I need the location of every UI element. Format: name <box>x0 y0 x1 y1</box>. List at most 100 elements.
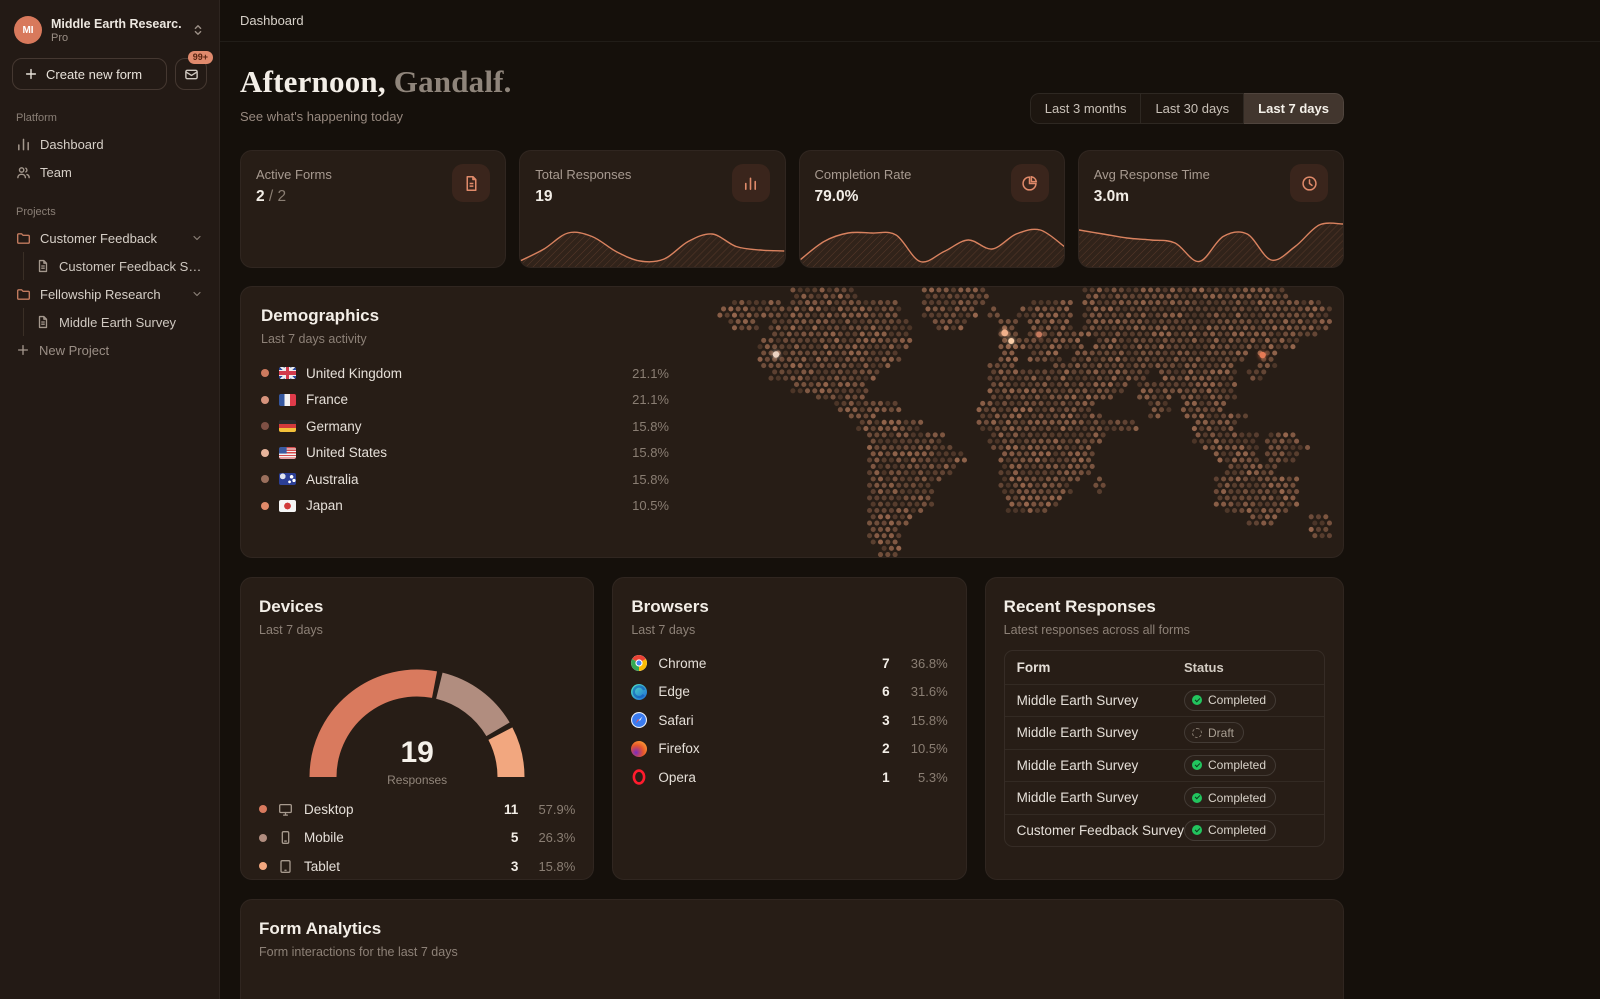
devices-gauge-chart: 19 Responses <box>302 659 532 787</box>
folder-icon <box>16 287 31 302</box>
sidebar-item-team[interactable]: Team <box>10 158 209 186</box>
devices-subtitle: Last 7 days <box>259 623 323 637</box>
country-row: Germany 15.8% <box>261 413 669 440</box>
chrome-icon <box>631 655 648 672</box>
opera-icon <box>631 769 647 785</box>
folder-icon <box>16 231 31 246</box>
form-name: Middle Earth Survey <box>59 314 177 330</box>
sidebar: MI Middle Earth Researc... Pro Create ne… <box>0 0 220 999</box>
range-button-last-30-days[interactable]: Last 30 days <box>1141 93 1245 124</box>
country-list: United Kingdom 21.1% France 21.1% Germany 1… <box>261 360 669 519</box>
sidebar-item-dashboard[interactable]: Dashboard <box>10 130 209 158</box>
australia-flag-icon <box>279 473 296 486</box>
recent-responses-card: Recent Responses Latest responses across… <box>984 577 1344 880</box>
sparkline-chart <box>1078 222 1343 267</box>
demographics-card: Demographics Last 7 days activity United… <box>240 286 1344 558</box>
new-project-button[interactable]: New Project <box>10 336 209 364</box>
gauge-caption: Responses <box>387 773 448 787</box>
new-project-label: New Project <box>39 342 110 358</box>
series-dot <box>261 422 269 431</box>
stat-label: Completion Rate <box>814 167 912 182</box>
range-button-last-3-months[interactable]: Last 3 months <box>1029 93 1142 124</box>
notification-badge: 99+ <box>187 51 213 64</box>
japan-flag-icon <box>279 499 296 512</box>
stat-card-completion-rate: Completion Rate 79.0% <box>798 150 1065 268</box>
date-range-selector: Last 3 months Last 30 days Last 7 days <box>1029 93 1344 124</box>
project-name: Fellowship Research <box>40 286 161 302</box>
usa-flag-icon <box>279 446 296 459</box>
stat-label: Total Responses <box>535 167 632 182</box>
country-row: Australia 15.8% <box>261 466 669 493</box>
users-icon <box>16 165 31 180</box>
browsers-title: Browsers <box>631 597 709 616</box>
country-row: France 21.1% <box>261 387 669 414</box>
demographics-subtitle: Last 7 days activity <box>261 332 367 346</box>
table-row[interactable]: Middle Earth Survey Completed <box>1004 748 1324 782</box>
status-badge: Completed <box>1184 819 1277 841</box>
sidebar-project-fellowship-research[interactable]: Fellowship Research <box>10 280 209 308</box>
chevron-down-icon[interactable] <box>191 232 203 244</box>
series-dot <box>261 369 269 378</box>
devices-title: Devices <box>259 597 324 616</box>
mail-icon <box>184 67 199 82</box>
country-row: Japan 10.5% <box>261 493 669 520</box>
device-row: Mobile 5 26.3% <box>259 824 575 853</box>
form-name: Customer Feedback Su... <box>59 258 203 274</box>
table-row[interactable]: Customer Feedback Survey Completed <box>1004 813 1324 847</box>
range-button-last-7-days[interactable]: Last 7 days <box>1244 93 1344 124</box>
status-badge: Completed <box>1184 787 1277 809</box>
stat-card-avg-response-time: Avg Response Time 3.0m <box>1077 150 1344 268</box>
browser-row: Firefox 2 10.5% <box>631 735 948 764</box>
page-title: Dashboard <box>240 13 304 28</box>
plus-icon <box>24 67 38 81</box>
projects-section-label: Projects <box>16 206 56 218</box>
status-badge: Draft <box>1184 722 1245 744</box>
topbar: Dashboard <box>220 0 1600 42</box>
project-name: Customer Feedback <box>40 230 158 246</box>
series-dot <box>261 395 269 404</box>
table-row[interactable]: Middle Earth Survey Completed <box>1004 683 1324 717</box>
workspace-switcher[interactable]: MI Middle Earth Researc... Pro <box>10 12 209 54</box>
browsers-subtitle: Last 7 days <box>631 623 696 637</box>
table-row[interactable]: Middle Earth Survey Draft <box>1004 716 1324 749</box>
devices-card: Devices Last 7 days 19 Responses <box>240 577 595 881</box>
sparkline-chart <box>520 231 785 267</box>
browser-row: Chrome 7 36.8% <box>631 649 948 678</box>
stat-label: Avg Response Time <box>1093 167 1210 182</box>
status-dot-icon <box>1192 695 1202 706</box>
create-new-form-label: Create new form <box>46 66 143 82</box>
sidebar-project-customer-feedback[interactable]: Customer Feedback <box>10 224 209 252</box>
browser-row: Edge 6 31.6% <box>631 678 948 707</box>
status-badge: Completed <box>1184 754 1277 776</box>
stat-value: 2 <box>256 188 265 205</box>
browsers-card: Browsers Last 7 days Chrome 7 36.8% Edge <box>612 577 967 880</box>
series-dot <box>259 833 267 842</box>
stat-value-suffix: / 2 <box>264 188 287 205</box>
inbox-button[interactable]: 99+ <box>175 51 213 90</box>
create-new-form-button[interactable]: Create new form <box>12 58 167 90</box>
browser-list: Chrome 7 36.8% Edge 6 31.6% Safari <box>631 649 948 792</box>
demographics-title: Demographics <box>261 306 380 325</box>
country-row: United Kingdom 21.1% <box>261 360 669 387</box>
form-analytics-title: Form Analytics <box>259 919 382 938</box>
world-dot-map <box>695 287 1343 557</box>
sidebar-form-middle-earth-survey[interactable]: Middle Earth Survey <box>30 308 209 336</box>
file-icon <box>452 164 491 202</box>
workspace-avatar: MI <box>14 16 42 44</box>
greeting-username: Gandalf. <box>393 64 512 99</box>
sidebar-item-label: Team <box>40 164 72 180</box>
series-dot <box>259 862 267 871</box>
sidebar-item-label: Dashboard <box>40 136 104 152</box>
plus-icon <box>16 343 30 357</box>
status-badge: Completed <box>1184 689 1277 711</box>
sidebar-form-customer-feedback-survey[interactable]: Customer Feedback Su... <box>30 252 209 280</box>
table-row[interactable]: Middle Earth Survey Completed <box>1004 781 1324 814</box>
responses-table: Form Status Middle Earth Survey Complete… <box>1003 650 1325 847</box>
chevron-down-icon[interactable] <box>191 288 203 300</box>
device-row: Tablet 3 15.8% <box>259 852 575 881</box>
stat-card-active-forms: Active Forms 2 / 2 <box>240 150 507 268</box>
clock-icon <box>1290 164 1328 202</box>
browser-row: Safari 3 15.8% <box>631 706 948 735</box>
greeting-heading: Afternoon, Gandalf. <box>240 64 512 99</box>
